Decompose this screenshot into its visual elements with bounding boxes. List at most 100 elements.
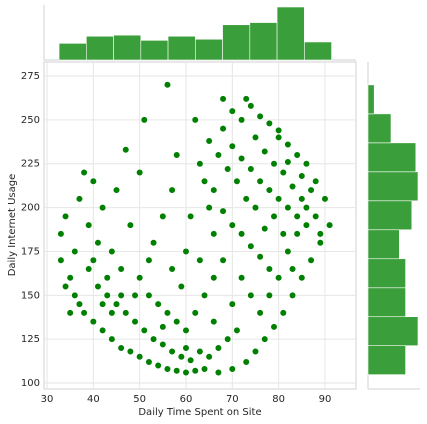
point: [57, 230, 65, 238]
point: [159, 323, 167, 331]
point: [293, 151, 301, 159]
point: [61, 212, 70, 220]
point: [136, 168, 144, 177]
point: [307, 256, 315, 264]
point: [321, 195, 329, 203]
point: [99, 326, 107, 335]
point: [159, 340, 167, 349]
point: [288, 291, 297, 299]
point: [237, 116, 246, 124]
point: [205, 204, 213, 212]
y-tick-label: 250: [21, 115, 40, 126]
histogram-bar: [167, 35, 196, 61]
point: [265, 291, 273, 299]
point: [168, 265, 176, 273]
point: [210, 186, 218, 194]
point: [140, 116, 148, 124]
point: [80, 309, 88, 317]
point: [293, 212, 301, 220]
point: [302, 204, 311, 212]
histogram-bar: [367, 287, 406, 318]
point: [89, 256, 97, 264]
histogram-bar: [249, 22, 278, 61]
point: [316, 230, 324, 238]
point: [187, 356, 195, 364]
x-tick-label: 40: [87, 394, 100, 405]
point: [279, 168, 287, 177]
y-tick-label: 225: [21, 159, 40, 170]
point: [177, 353, 185, 361]
histogram-bar: [140, 40, 169, 61]
point: [214, 368, 223, 377]
point: [270, 160, 278, 168]
point: [61, 282, 70, 291]
y-axis-label: Daily Internet Usage: [7, 174, 18, 277]
point: [66, 274, 74, 282]
point: [219, 207, 227, 215]
point: [228, 107, 236, 115]
x-tick-label: 90: [319, 394, 332, 405]
point: [163, 365, 172, 373]
point: [251, 204, 260, 212]
point: [284, 247, 292, 256]
point: [136, 353, 144, 361]
point: [210, 274, 218, 282]
point: [131, 291, 139, 299]
point: [168, 186, 176, 194]
point: [182, 368, 190, 377]
point: [108, 335, 116, 343]
point: [205, 137, 213, 145]
point: [256, 112, 264, 120]
point: [228, 365, 236, 373]
point: [191, 367, 199, 375]
point: [182, 326, 190, 335]
point: [66, 309, 74, 317]
point: [85, 265, 93, 273]
point: [149, 239, 158, 247]
point: [154, 361, 162, 370]
point: [145, 291, 153, 299]
point: [275, 274, 283, 282]
point: [288, 182, 297, 191]
x-tick-label: 60: [180, 394, 193, 405]
x-tick-label: 50: [133, 394, 146, 405]
point: [145, 256, 153, 264]
point: [196, 160, 204, 168]
point: [75, 195, 84, 203]
point: [279, 309, 287, 317]
point: [80, 168, 88, 177]
point: [219, 95, 227, 103]
point: [173, 151, 181, 159]
point: [89, 177, 97, 185]
point: [256, 309, 264, 317]
point: [163, 309, 172, 317]
point: [261, 225, 269, 233]
histogram-bar: [85, 35, 114, 61]
point: [237, 230, 246, 238]
point: [237, 274, 246, 282]
point: [196, 347, 204, 356]
point: [251, 133, 260, 142]
point: [94, 282, 102, 291]
point: [182, 247, 190, 256]
point: [182, 344, 190, 352]
point: [210, 318, 218, 326]
point: [210, 230, 218, 238]
histogram-bar: [367, 229, 400, 260]
point: [214, 151, 223, 159]
point: [316, 239, 324, 247]
point: [242, 195, 250, 203]
point: [103, 274, 111, 282]
histogram-bar: [367, 345, 406, 375]
x-tick-label: 30: [41, 394, 54, 405]
point: [265, 186, 273, 194]
point: [191, 309, 199, 317]
point: [256, 253, 264, 261]
point: [122, 146, 130, 154]
histogram-bar: [276, 6, 305, 61]
point: [284, 158, 292, 166]
point: [293, 230, 301, 238]
point: [173, 367, 181, 375]
point: [228, 300, 236, 308]
point: [108, 309, 116, 317]
